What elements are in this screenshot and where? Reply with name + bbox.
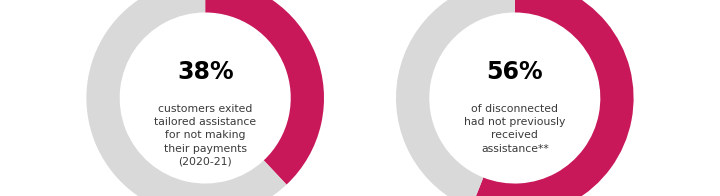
Text: 56%: 56% (487, 60, 543, 84)
Text: 38%: 38% (177, 60, 233, 84)
Text: of disconnected
had not previously
received
assistance**: of disconnected had not previously recei… (464, 104, 565, 153)
Wedge shape (205, 0, 324, 185)
Wedge shape (471, 0, 634, 196)
Wedge shape (86, 0, 287, 196)
Text: customers exited
tailored assistance
for not making
their payments
(2020-21): customers exited tailored assistance for… (154, 104, 256, 167)
Wedge shape (396, 0, 515, 196)
